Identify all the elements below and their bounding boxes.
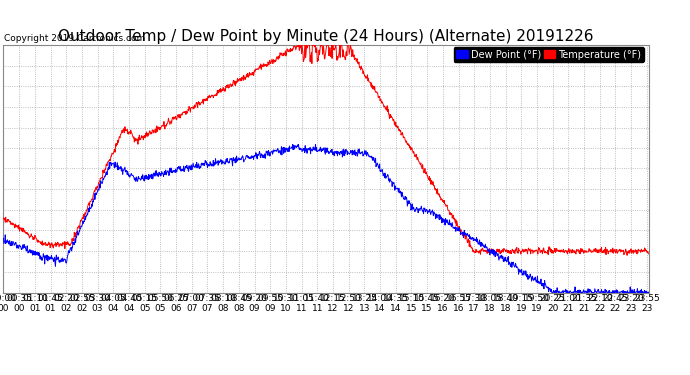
Title: Outdoor Temp / Dew Point by Minute (24 Hours) (Alternate) 20191226: Outdoor Temp / Dew Point by Minute (24 H… — [58, 29, 594, 44]
Legend: Dew Point (°F), Temperature (°F): Dew Point (°F), Temperature (°F) — [453, 47, 644, 62]
Text: Copyright 2019 Cartronics.com: Copyright 2019 Cartronics.com — [4, 33, 146, 42]
